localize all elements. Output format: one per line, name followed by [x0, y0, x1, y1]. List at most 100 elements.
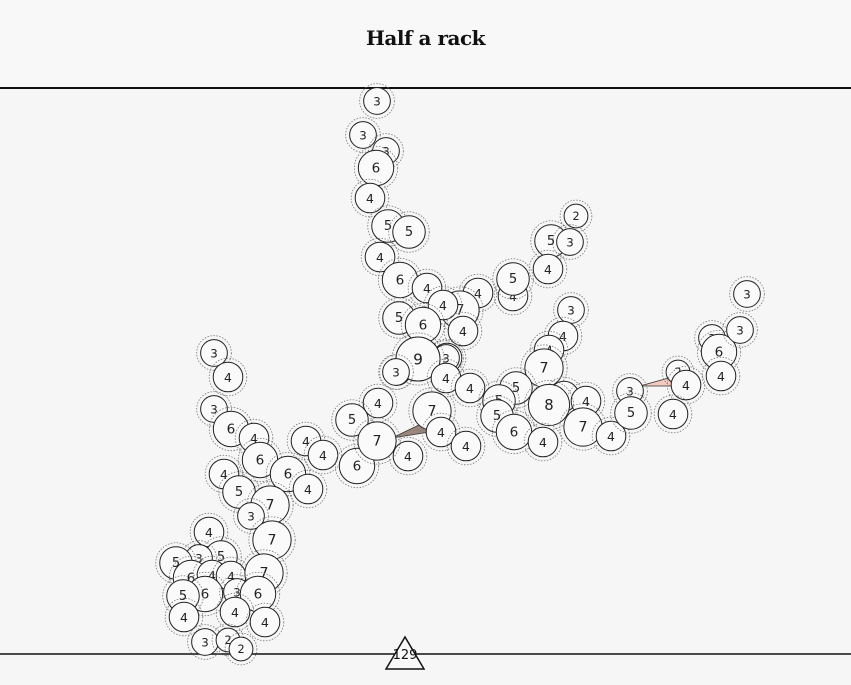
hold-circle[interactable] — [733, 280, 761, 308]
hold-circle[interactable] — [292, 473, 324, 505]
hold-circle[interactable] — [357, 421, 397, 461]
hold-46[interactable]: 4 — [358, 383, 398, 423]
hold-label: 5 — [217, 550, 225, 565]
hold-circle[interactable] — [228, 636, 254, 662]
hold-label: 4 — [376, 250, 384, 265]
hold-circle[interactable] — [450, 430, 482, 462]
hold-55[interactable]: 4 — [701, 356, 741, 396]
hold-outline-ring — [360, 237, 400, 277]
hold-circle[interactable] — [447, 315, 479, 347]
hold-48[interactable]: 5 — [610, 392, 652, 434]
hold-circle[interactable] — [496, 262, 530, 296]
hold-circle[interactable] — [556, 228, 584, 256]
hold-circle[interactable] — [425, 416, 457, 448]
hold-15[interactable]: 4 — [443, 311, 483, 351]
hold-76[interactable]: 7 — [248, 516, 296, 564]
hold-43[interactable]: 4 — [523, 422, 563, 462]
hold-circle[interactable] — [563, 203, 589, 229]
hold-50[interactable]: 4 — [666, 365, 706, 405]
hold-circle[interactable] — [212, 361, 244, 393]
hold-1[interactable]: 3 — [345, 117, 381, 153]
volume-feature-light[interactable] — [639, 376, 673, 387]
hold-circle[interactable] — [219, 596, 251, 628]
hold-outline-ring — [204, 454, 244, 494]
hold-circle[interactable] — [614, 396, 648, 430]
hold-outline-ring — [543, 316, 583, 356]
hold-label: 4 — [220, 467, 228, 482]
hold-88[interactable]: 4 — [215, 592, 255, 632]
hold-67[interactable]: 4 — [288, 469, 328, 509]
hold-17[interactable]: 2 — [559, 199, 593, 233]
hold-outline-ring — [162, 575, 204, 617]
hold-58[interactable]: 4 — [208, 357, 248, 397]
hold-93[interactable]: 2 — [224, 632, 258, 666]
hold-20[interactable]: 4 — [528, 249, 568, 289]
hold-74[interactable]: 3 — [233, 498, 269, 534]
hold-0[interactable]: 3 — [359, 83, 395, 119]
hold-circle[interactable] — [249, 606, 281, 638]
hold-circle[interactable] — [237, 502, 265, 530]
hold-40[interactable]: 4 — [421, 412, 461, 452]
hold-72[interactable]: 5 — [218, 471, 260, 513]
hold-4[interactable]: 4 — [350, 178, 390, 218]
hold-57[interactable]: 3 — [196, 335, 232, 371]
hold-circle[interactable] — [532, 253, 564, 285]
hold-circle[interactable] — [222, 475, 256, 509]
hold-outline-ring — [729, 276, 765, 312]
hold-69[interactable]: 4 — [388, 436, 428, 476]
hold-51[interactable]: 4 — [653, 394, 693, 434]
holds-layer: 3336455464474564425345433934434474475558… — [155, 83, 765, 666]
hold-circle[interactable] — [363, 87, 391, 115]
hold-circle[interactable] — [382, 358, 410, 386]
hold-65[interactable]: 4 — [303, 435, 343, 475]
hold-circle[interactable] — [527, 383, 571, 427]
hold-29[interactable]: 3 — [553, 292, 589, 328]
hold-circle[interactable] — [454, 372, 486, 404]
hold-circle[interactable] — [392, 215, 426, 249]
hold-circle[interactable] — [670, 369, 702, 401]
hold-label: 2 — [224, 634, 231, 647]
hold-circle[interactable] — [726, 316, 754, 344]
hold-54[interactable]: 3 — [722, 312, 758, 348]
hold-89[interactable]: 4 — [245, 602, 285, 642]
hold-outline-ring — [331, 399, 373, 441]
hold-7[interactable]: 4 — [360, 237, 400, 277]
hold-label: 5 — [172, 556, 180, 571]
hold-circle[interactable] — [349, 121, 377, 149]
hold-label: 4 — [459, 324, 467, 339]
hold-label: 3 — [566, 236, 574, 250]
hold-label: 7 — [267, 533, 276, 549]
hold-6[interactable]: 5 — [388, 211, 430, 253]
hold-21[interactable]: 5 — [492, 258, 534, 300]
hold-label: 4 — [231, 605, 239, 620]
hold-circle[interactable] — [354, 182, 386, 214]
hold-label: 3 — [247, 510, 255, 524]
hold-label: 6 — [419, 318, 428, 334]
hold-41[interactable]: 4 — [446, 426, 486, 466]
hold-circle[interactable] — [307, 439, 339, 471]
hold-outline-ring — [529, 330, 569, 370]
hold-circle[interactable] — [705, 360, 737, 392]
hold-label: 3 — [442, 352, 450, 366]
hold-label: 5 — [384, 219, 392, 234]
hold-label: 5 — [348, 413, 356, 428]
hold-label: 3 — [626, 385, 634, 399]
hold-label: 6 — [396, 273, 405, 289]
hold-outline-ring — [566, 381, 606, 421]
hold-outline-ring — [421, 412, 461, 452]
hold-outline-ring — [189, 512, 229, 552]
hold-label: 5 — [395, 311, 403, 326]
hold-26[interactable]: 3 — [378, 354, 414, 390]
hold-circle[interactable] — [168, 601, 200, 633]
hold-label: 4 — [474, 286, 482, 301]
hold-19[interactable]: 3 — [552, 224, 588, 260]
page-title: Half a rack — [366, 26, 485, 50]
hold-70[interactable]: 7 — [353, 417, 401, 465]
hold-90[interactable]: 4 — [164, 597, 204, 637]
hold-39[interactable]: 8 — [524, 379, 575, 430]
hold-circle[interactable] — [392, 440, 424, 472]
hold-56[interactable]: 3 — [729, 276, 765, 312]
hold-circle[interactable] — [200, 339, 228, 367]
hold-circle[interactable] — [657, 398, 689, 430]
hold-circle[interactable] — [527, 426, 559, 458]
